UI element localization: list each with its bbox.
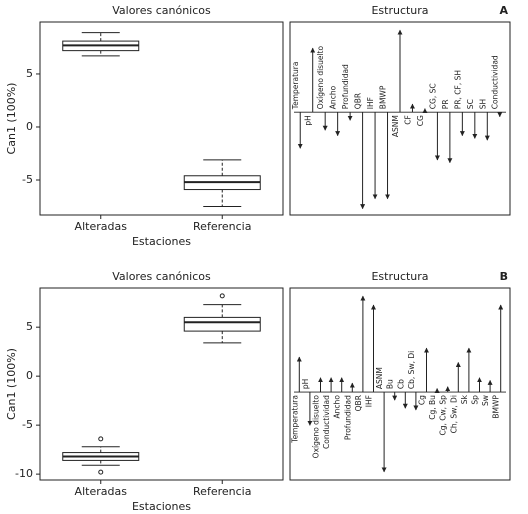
variable-label: Cg	[418, 395, 427, 405]
plot-frame	[39, 287, 284, 481]
panel-label: B	[500, 270, 508, 283]
variable-label: Profundidad	[341, 64, 350, 109]
y-axis-label: Can1 (100%)	[5, 348, 18, 420]
y-tick-label: -10	[15, 467, 33, 480]
variable-label: BMWP	[492, 395, 501, 419]
x-tick-label: Referencia	[193, 220, 251, 233]
variable-label: CG	[416, 115, 425, 126]
variable-label: Conductividad	[491, 55, 500, 109]
variable-label: QBR	[354, 395, 363, 411]
plot-frame	[39, 21, 284, 216]
variable-label: IHF	[366, 97, 375, 109]
y-axis-label: Can1 (100%)	[5, 83, 18, 155]
variable-label: pH	[304, 115, 313, 125]
variable-label: SC	[466, 99, 475, 109]
variable-label: BMWP	[379, 85, 388, 109]
variable-label: CG, SC	[428, 83, 437, 109]
plot-frame	[289, 287, 511, 481]
variable-label: Bu	[386, 379, 395, 389]
variable-label: PR, CF, SH	[453, 70, 462, 109]
y-tick-label: 0	[26, 369, 33, 382]
chart-title: Estructura	[371, 4, 428, 17]
variable-label: Sp	[471, 395, 480, 405]
variable-label: Cb	[396, 379, 405, 389]
variable-label: pH	[301, 379, 310, 389]
box	[183, 316, 261, 332]
variable-label: SH	[478, 99, 487, 109]
variable-label: Temperatura	[291, 62, 300, 111]
plot-frame	[289, 21, 511, 216]
variable-label: ASNM	[375, 367, 384, 389]
variable-label: QBR	[354, 93, 363, 109]
variable-label: CF	[403, 115, 412, 125]
y-tick-label: 5	[26, 67, 33, 80]
outlier	[98, 436, 104, 442]
variable-label: Cg, Cw, Sp	[439, 395, 448, 436]
variable-label: Profundidad	[343, 395, 352, 440]
outlier	[219, 293, 225, 299]
x-axis-label: Estaciones	[132, 235, 191, 248]
variable-label: Cb, Sw, Di	[407, 351, 416, 389]
x-tick-label: Alteradas	[75, 220, 128, 233]
y-tick-label: -5	[22, 173, 33, 186]
chart-title: Valores canónicos	[112, 270, 211, 283]
y-tick-label: 0	[26, 120, 33, 133]
variable-label: Ch, Sw, Di	[449, 395, 458, 433]
variable-label: ASNM	[391, 115, 400, 137]
x-tick-label: Referencia	[193, 485, 251, 498]
variable-label: PR	[441, 99, 450, 109]
panel-label: A	[499, 4, 508, 17]
variable-label: Sw	[481, 395, 490, 406]
chart-title: Estructura	[371, 270, 428, 283]
variable-label: Sk	[460, 394, 469, 404]
variable-label: Conductividad	[322, 395, 331, 449]
outlier	[98, 469, 104, 475]
variable-label: Cg, Bu	[428, 395, 437, 420]
variable-label: Oxígeno disuelto	[316, 46, 325, 110]
y-tick-label: -5	[22, 418, 33, 431]
variable-label: Temperatura	[290, 395, 299, 444]
y-tick-label: 5	[26, 320, 33, 333]
variable-label: Ancho	[333, 395, 342, 419]
variable-label: IHF	[365, 395, 374, 407]
variable-label: Ancho	[329, 85, 338, 109]
variable-label: Oxígeno disuelto	[312, 395, 321, 459]
x-tick-label: Alteradas	[75, 485, 128, 498]
x-axis-label: Estaciones	[132, 500, 191, 513]
chart-title: Valores canónicos	[112, 4, 211, 17]
